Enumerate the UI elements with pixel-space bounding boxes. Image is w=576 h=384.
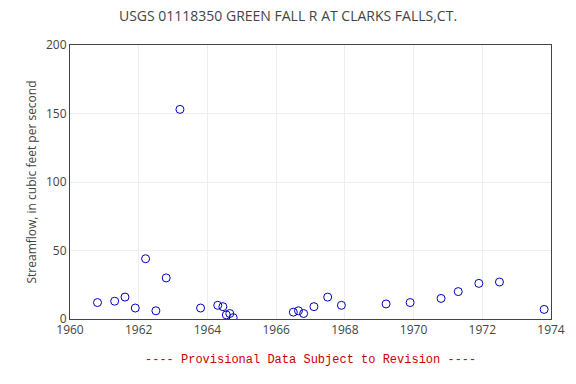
svg-text:100: 100 (46, 173, 67, 190)
svg-text:1966: 1966 (262, 321, 290, 338)
svg-text:1974: 1974 (537, 321, 565, 338)
svg-text:1972: 1972 (469, 321, 497, 338)
svg-text:0: 0 (60, 310, 67, 327)
svg-text:200: 200 (46, 36, 67, 53)
svg-text:1968: 1968 (331, 321, 359, 338)
svg-text:1970: 1970 (400, 321, 428, 338)
svg-text:USGS 01118350 GREEN FALL R AT: USGS 01118350 GREEN FALL R AT CLARKS FAL… (119, 6, 457, 25)
svg-text:Streamflow, in cubic feet per: Streamflow, in cubic feet per second (23, 80, 40, 283)
svg-text:150: 150 (46, 105, 67, 122)
svg-text:1964: 1964 (194, 321, 222, 338)
svg-text:1960: 1960 (56, 321, 84, 338)
svg-text:1962: 1962 (125, 321, 153, 338)
svg-text:50: 50 (53, 242, 67, 259)
svg-text:---- Provisional Data Subject: ---- Provisional Data Subject to Revisio… (145, 353, 476, 367)
